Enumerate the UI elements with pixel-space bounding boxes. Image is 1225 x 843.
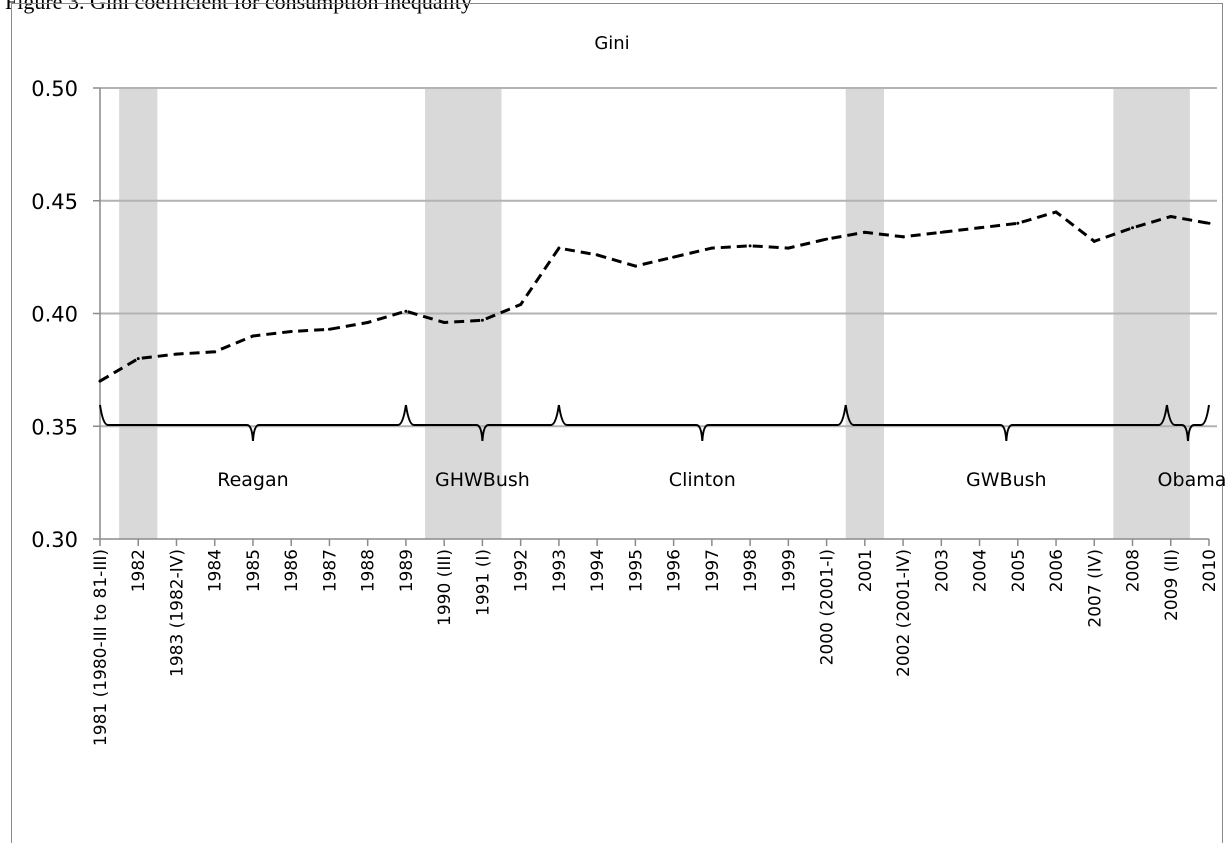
x-tick-label: 2005 bbox=[1009, 549, 1029, 592]
x-tick-label: 1981 (1980-III to 81-III) bbox=[91, 549, 111, 746]
data-point bbox=[404, 309, 408, 313]
data-point bbox=[863, 230, 867, 234]
brace-obama bbox=[1165, 404, 1210, 442]
data-point bbox=[136, 357, 140, 361]
data-point bbox=[710, 246, 714, 250]
data-point bbox=[748, 244, 752, 248]
x-tick-label: 1989 bbox=[397, 549, 417, 592]
data-point bbox=[633, 264, 637, 268]
data-point bbox=[595, 253, 599, 257]
x-tick-label: 2002 (2001-IV) bbox=[894, 549, 914, 677]
presidency-label: Reagan bbox=[217, 469, 288, 491]
data-point bbox=[1054, 210, 1058, 214]
data-point bbox=[519, 302, 523, 306]
data-point bbox=[480, 318, 484, 322]
data-point bbox=[1207, 221, 1211, 225]
data-point bbox=[825, 237, 829, 241]
brace-reagan bbox=[99, 404, 407, 442]
y-tick-label: 0.30 bbox=[31, 528, 78, 552]
data-point bbox=[1131, 226, 1135, 230]
brace-gwbush bbox=[844, 404, 1168, 442]
data-point bbox=[978, 226, 982, 230]
x-tick-label: 2006 bbox=[1047, 549, 1067, 592]
x-tick-label: 1996 bbox=[665, 549, 685, 592]
x-tick-label: 1984 bbox=[206, 549, 226, 592]
data-point bbox=[901, 235, 905, 239]
x-tick-label: 2001 bbox=[856, 549, 876, 592]
x-tick-label: 2003 bbox=[932, 549, 952, 592]
y-tick-label: 0.40 bbox=[31, 303, 78, 327]
data-point bbox=[1092, 239, 1096, 243]
x-tick-label: 1997 bbox=[703, 549, 723, 592]
data-point bbox=[1169, 215, 1173, 219]
y-tick-label: 0.45 bbox=[31, 190, 78, 214]
x-tick-label: 1988 bbox=[359, 549, 379, 592]
brace-clinton bbox=[557, 404, 847, 442]
data-point bbox=[251, 334, 255, 338]
data-point bbox=[939, 230, 943, 234]
x-tick-label: 1992 bbox=[512, 549, 532, 592]
chart-frame bbox=[11, 3, 1223, 843]
brace-ghwbush bbox=[404, 404, 560, 442]
presidency-label: Obama bbox=[1158, 469, 1225, 491]
data-point bbox=[442, 321, 446, 325]
chart-title: Gini bbox=[594, 33, 629, 54]
presidency-label: GWBush bbox=[966, 469, 1047, 491]
axes: 0.50 0.45 0.40 0.35 0.30 1981 (1980-III to 81… bbox=[31, 77, 1220, 746]
data-point bbox=[289, 330, 293, 334]
presidency-label: GHWBush bbox=[435, 469, 530, 491]
data-point bbox=[1016, 221, 1020, 225]
x-tick-label: 2007 (IV) bbox=[1085, 549, 1105, 628]
data-point bbox=[366, 321, 370, 325]
data-point bbox=[98, 379, 102, 383]
data-point bbox=[672, 255, 676, 259]
data-point bbox=[786, 246, 790, 250]
x-tick-label: 2010 bbox=[1200, 549, 1220, 592]
x-tick-label: 1986 bbox=[282, 549, 302, 592]
x-tick-label: 2004 bbox=[971, 549, 991, 592]
x-tick-label: 2008 bbox=[1124, 549, 1144, 592]
x-tick-label: 1982 bbox=[129, 549, 149, 592]
x-tick-label: 1999 bbox=[779, 549, 799, 592]
presidency-label: Clinton bbox=[669, 469, 736, 491]
x-tick-label: 1990 (III) bbox=[435, 549, 455, 626]
x-tick-label: 1987 bbox=[320, 549, 340, 592]
series-layer bbox=[98, 210, 1211, 383]
y-tick-label: 0.50 bbox=[31, 77, 78, 101]
x-tick-label: 1998 bbox=[741, 549, 761, 592]
x-tick-label: 2009 (II) bbox=[1162, 549, 1182, 621]
presidency-braces: Reagan GHWBush Clinton GWBush Obama bbox=[99, 404, 1225, 491]
gridlines bbox=[100, 87, 1217, 428]
data-point bbox=[213, 350, 217, 354]
x-tick-label: 1991 (I) bbox=[473, 549, 493, 616]
data-point bbox=[174, 352, 178, 356]
x-tick-label: 1994 bbox=[588, 549, 608, 592]
x-tick-label: 1983 (1982-IV) bbox=[167, 549, 187, 677]
data-point bbox=[327, 327, 331, 331]
x-tick-label: 1985 bbox=[244, 549, 264, 592]
x-tick-label: 2000 (2001-I) bbox=[818, 549, 838, 665]
x-tick-label: 1995 bbox=[626, 549, 646, 592]
data-point bbox=[557, 246, 561, 250]
series-line-0 bbox=[99, 210, 1210, 383]
y-tick-label: 0.35 bbox=[31, 415, 78, 439]
x-tick-label: 1993 bbox=[550, 549, 570, 592]
